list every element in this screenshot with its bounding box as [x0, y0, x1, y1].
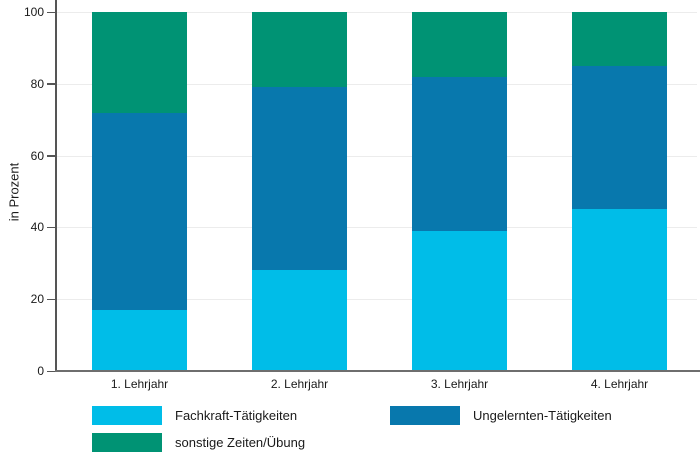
y-tick-label: 0 [37, 364, 44, 378]
y-gridline [57, 12, 697, 13]
y-tick-mark [47, 11, 55, 13]
bar-segment [252, 270, 347, 371]
legend-label: Fachkraft-Tätigkeiten [175, 408, 298, 423]
y-gridline [57, 155, 697, 157]
y-tick-mark [47, 83, 55, 85]
bar-segment [572, 12, 667, 66]
x-tick-label: 3. Lehrjahr [430, 377, 489, 391]
y-tick-label: 40 [30, 220, 44, 235]
legend-label: Ungelernten-Tätigkeiten [473, 408, 612, 423]
legend-item: sonstige Zeiten/Übung [92, 433, 305, 452]
bar-segment [572, 65, 667, 210]
legend-item: Fachkraft-Tätigkeiten [92, 406, 297, 425]
bar-segment [92, 309, 187, 371]
y-tick-label: 100 [23, 5, 44, 19]
y-gridline [57, 83, 697, 85]
bar [412, 12, 507, 371]
x-tick-label: 1. Lehrjahr [110, 377, 169, 391]
y-tick-label: 20 [30, 292, 44, 307]
x-tick-label: 4. Lehrjahr [590, 377, 649, 391]
y-axis-line [55, 0, 57, 371]
legend-swatch [390, 406, 460, 425]
bar-segment [252, 12, 347, 88]
legend-swatch [92, 433, 162, 452]
y-tick-mark [47, 226, 55, 229]
legend-swatch [92, 406, 162, 425]
legend-item: Ungelernten-Tätigkeiten [390, 406, 612, 425]
bar-segment [412, 230, 507, 371]
bar-segment [412, 76, 507, 231]
legend-label: sonstige Zeiten/Übung [175, 435, 306, 450]
y-axis-title: in Prozent [6, 162, 22, 222]
y-tick-mark [47, 155, 55, 157]
bar-segment [92, 12, 187, 113]
y-gridline [57, 227, 697, 229]
bar-segment [572, 209, 667, 371]
y-tick-mark [47, 370, 55, 372]
y-gridline [57, 299, 697, 301]
bar-segment [252, 87, 347, 271]
bar [252, 12, 347, 371]
y-tick-mark [47, 298, 55, 301]
y-tick-label: 80 [30, 76, 44, 91]
x-axis-line [55, 370, 700, 372]
bar-segment [412, 12, 507, 77]
plot-area [57, 12, 697, 371]
bar [572, 12, 667, 371]
x-tick-label: 2. Lehrjahr [270, 377, 329, 391]
bar-segment [92, 112, 187, 310]
bar [92, 12, 187, 371]
y-tick-label: 60 [30, 148, 44, 163]
